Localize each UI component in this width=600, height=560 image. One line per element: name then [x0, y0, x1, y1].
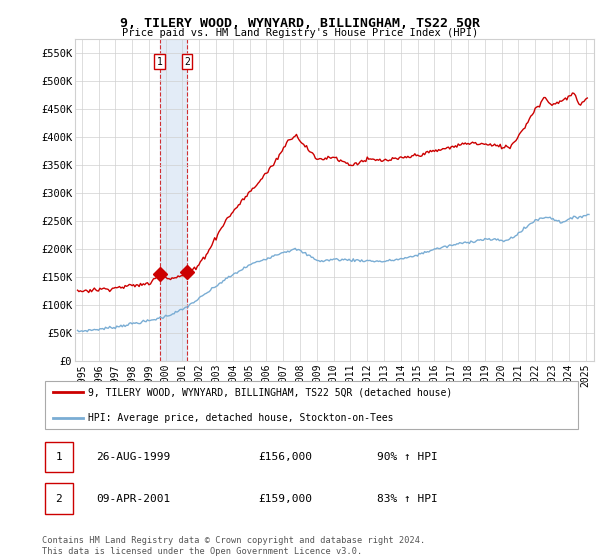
Text: 83% ↑ HPI: 83% ↑ HPI: [377, 493, 437, 503]
Bar: [160, 39, 187, 361]
Text: 26-AUG-1999: 26-AUG-1999: [96, 452, 170, 462]
Text: 2: 2: [55, 493, 62, 503]
FancyBboxPatch shape: [45, 483, 73, 514]
Text: HPI: Average price, detached house, Stockton-on-Tees: HPI: Average price, detached house, Stoc…: [88, 413, 394, 423]
Text: 9, TILERY WOOD, WYNYARD, BILLINGHAM, TS22 5QR: 9, TILERY WOOD, WYNYARD, BILLINGHAM, TS2…: [120, 17, 480, 30]
Text: 09-APR-2001: 09-APR-2001: [96, 493, 170, 503]
Text: Price paid vs. HM Land Registry's House Price Index (HPI): Price paid vs. HM Land Registry's House …: [122, 28, 478, 38]
Text: 90% ↑ HPI: 90% ↑ HPI: [377, 452, 437, 462]
Text: £156,000: £156,000: [258, 452, 312, 462]
Text: Contains HM Land Registry data © Crown copyright and database right 2024.
This d: Contains HM Land Registry data © Crown c…: [42, 536, 425, 556]
Text: 1: 1: [157, 57, 163, 67]
FancyBboxPatch shape: [45, 441, 73, 472]
Text: 2: 2: [184, 57, 190, 67]
Text: 9, TILERY WOOD, WYNYARD, BILLINGHAM, TS22 5QR (detached house): 9, TILERY WOOD, WYNYARD, BILLINGHAM, TS2…: [88, 388, 452, 398]
Text: 1: 1: [55, 452, 62, 462]
FancyBboxPatch shape: [45, 381, 578, 428]
Text: £159,000: £159,000: [258, 493, 312, 503]
